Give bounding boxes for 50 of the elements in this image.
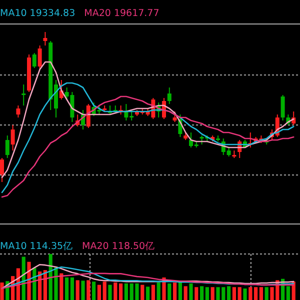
bar bbox=[97, 284, 101, 300]
bar bbox=[86, 280, 90, 300]
bar bbox=[184, 286, 188, 300]
bar bbox=[227, 286, 231, 300]
bar bbox=[124, 283, 128, 300]
candlestick bbox=[32, 52, 36, 68]
text: MA10 19334.83 bbox=[0, 8, 76, 19]
bar bbox=[114, 282, 118, 300]
bar bbox=[189, 283, 193, 300]
bar bbox=[205, 287, 209, 300]
bar bbox=[210, 287, 214, 300]
bar bbox=[76, 280, 80, 300]
bar bbox=[65, 277, 69, 300]
bar bbox=[254, 287, 258, 300]
bar bbox=[60, 273, 64, 300]
bar bbox=[168, 283, 172, 300]
bar bbox=[119, 283, 123, 300]
bar bbox=[194, 287, 198, 300]
bar bbox=[243, 288, 247, 300]
series-label: MA10 114.35亿 bbox=[0, 241, 74, 252]
bar bbox=[286, 286, 290, 300]
candlestick bbox=[172, 111, 177, 122]
bar bbox=[140, 284, 144, 300]
bar bbox=[92, 282, 96, 300]
bar bbox=[173, 282, 177, 300]
candlestick bbox=[38, 45, 42, 70]
candlestick bbox=[0, 158, 4, 182]
candlestick bbox=[280, 94, 285, 121]
text: MA20 19617.77 bbox=[84, 8, 160, 19]
bar bbox=[259, 287, 263, 300]
bar bbox=[200, 286, 204, 300]
bar bbox=[102, 282, 106, 300]
candlestick bbox=[43, 32, 48, 46]
bar bbox=[146, 286, 150, 300]
bar bbox=[238, 287, 242, 300]
candlestick bbox=[5, 135, 10, 158]
candlestick bbox=[10, 124, 15, 151]
candlestick bbox=[16, 105, 20, 118]
text: MA20 118.50亿 bbox=[82, 241, 156, 252]
bar bbox=[178, 282, 182, 300]
bar bbox=[108, 284, 112, 300]
bar bbox=[0, 282, 4, 300]
bar bbox=[232, 287, 236, 300]
bar bbox=[151, 284, 155, 300]
candlestick bbox=[22, 84, 26, 106]
candlestick bbox=[167, 87, 172, 104]
bar bbox=[70, 277, 74, 300]
bar bbox=[264, 287, 268, 300]
bar bbox=[156, 282, 160, 300]
bar bbox=[81, 280, 85, 300]
